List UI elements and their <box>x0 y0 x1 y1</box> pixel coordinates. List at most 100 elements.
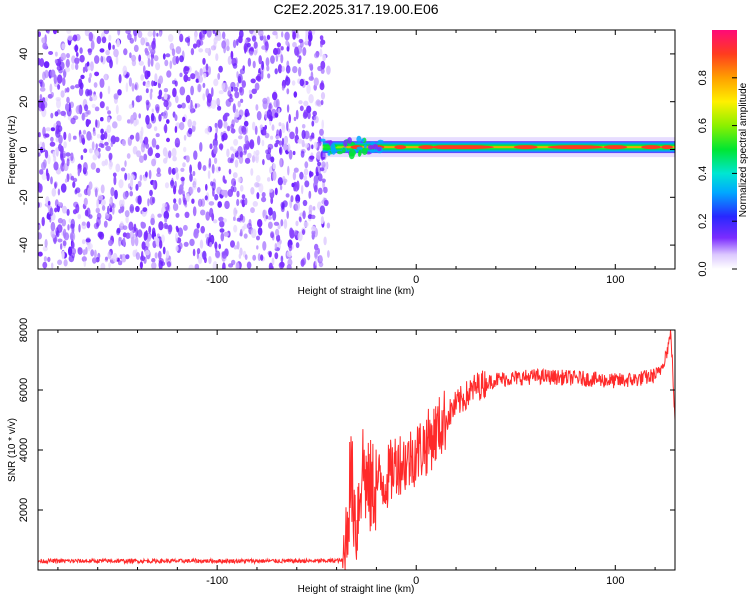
noise-speckle <box>56 230 60 238</box>
noise-speckle <box>311 144 314 150</box>
noise-speckle <box>80 134 85 144</box>
noise-speckle <box>200 225 205 234</box>
noise-speckle <box>54 182 57 189</box>
noise-speckle <box>246 222 252 230</box>
noise-speckle <box>192 248 196 257</box>
transition-blob <box>363 144 367 149</box>
noise-speckle <box>211 181 216 191</box>
transition-blob <box>361 138 365 142</box>
noise-speckle <box>261 139 265 147</box>
noise-speckle <box>289 229 295 239</box>
noise-speckle <box>232 39 237 49</box>
noise-speckle <box>56 98 61 109</box>
noise-speckle <box>312 206 316 211</box>
noise-speckle <box>171 48 176 57</box>
noise-speckle <box>243 233 248 239</box>
noise-speckle <box>186 193 190 202</box>
noise-speckle <box>94 249 97 259</box>
noise-speckle <box>57 74 63 84</box>
noise-speckle <box>286 104 290 113</box>
noise-speckle <box>208 157 212 168</box>
noise-speckle <box>128 221 134 231</box>
noise-speckle <box>97 194 104 201</box>
noise-speckle <box>135 119 139 125</box>
noise-speckle <box>80 155 84 160</box>
noise-speckle <box>279 157 283 168</box>
noise-speckle <box>124 172 128 181</box>
noise-speckle <box>95 207 101 214</box>
noise-speckle <box>257 135 261 146</box>
noise-speckle <box>144 249 150 256</box>
noise-speckle <box>308 204 313 213</box>
noise-speckle <box>163 110 168 119</box>
noise-speckle <box>283 180 287 186</box>
noise-speckle <box>44 149 49 159</box>
noise-speckle <box>124 160 127 168</box>
noise-speckle <box>250 187 255 195</box>
noise-speckle <box>136 150 142 158</box>
noise-speckle <box>86 61 90 67</box>
noise-speckle <box>218 166 221 172</box>
colorbar-scale <box>712 30 737 269</box>
noise-speckle <box>277 177 284 186</box>
noise-speckle <box>214 193 219 201</box>
noise-speckle <box>154 252 158 259</box>
noise-speckle <box>265 215 269 220</box>
noise-speckle <box>164 217 168 223</box>
noise-speckle <box>122 191 128 200</box>
noise-speckle <box>130 236 135 247</box>
noise-speckle <box>192 206 197 217</box>
noise-speckle <box>54 59 58 64</box>
noise-speckle <box>250 228 257 239</box>
noise-speckle <box>319 35 324 41</box>
noise-speckle <box>122 139 126 147</box>
noise-speckle <box>318 254 323 262</box>
noise-speckle <box>270 135 274 140</box>
noise-speckle <box>107 133 111 143</box>
noise-speckle <box>66 96 70 104</box>
noise-speckle <box>138 113 141 119</box>
noise-speckle <box>251 155 256 163</box>
noise-speckle <box>44 238 48 248</box>
noise-speckle <box>256 111 262 121</box>
noise-speckle <box>270 55 275 64</box>
noise-speckle <box>287 165 290 176</box>
x-tick-label: 100 <box>606 575 624 587</box>
noise-speckle <box>245 112 248 118</box>
noise-speckle <box>151 108 154 113</box>
noise-speckle <box>155 62 161 71</box>
noise-speckle <box>51 233 55 239</box>
noise-speckle <box>303 168 309 176</box>
noise-speckle <box>94 106 100 112</box>
noise-speckle <box>320 216 324 225</box>
noise-speckle <box>314 257 318 266</box>
noise-speckle <box>219 228 225 233</box>
noise-speckle <box>278 122 282 127</box>
noise-speckle <box>91 94 98 101</box>
noise-speckle <box>103 220 108 228</box>
noise-speckle <box>100 184 105 194</box>
noise-speckle <box>228 97 234 103</box>
noise-speckle <box>181 102 186 109</box>
noise-speckle <box>45 96 48 102</box>
noise-speckle <box>85 238 91 243</box>
noise-speckle <box>207 93 212 104</box>
noise-speckle <box>306 84 311 95</box>
noise-speckle <box>318 173 323 182</box>
noise-speckle <box>50 91 54 98</box>
noise-speckle <box>194 32 198 42</box>
noise-speckle <box>252 254 257 261</box>
noise-speckle <box>51 262 54 269</box>
noise-speckle <box>92 131 97 137</box>
noise-speckle <box>268 207 273 216</box>
noise-speckle <box>233 224 238 233</box>
noise-speckle <box>254 156 258 162</box>
noise-speckle <box>266 65 270 72</box>
noise-speckle <box>279 128 282 139</box>
noise-speckle <box>81 239 86 245</box>
noise-speckle <box>39 58 45 67</box>
noise-speckle <box>66 53 70 59</box>
noise-speckle <box>75 203 80 214</box>
noise-speckle <box>198 75 203 83</box>
noise-speckle <box>70 63 75 70</box>
